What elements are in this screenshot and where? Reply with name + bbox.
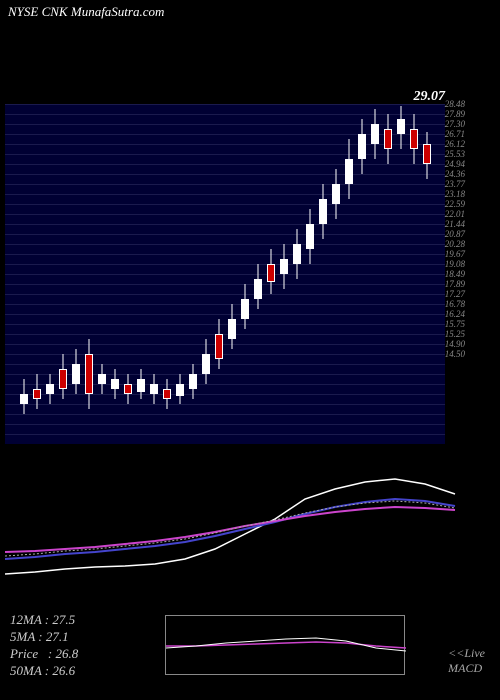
y-tick-label: 17.89 <box>445 279 465 289</box>
y-tick-label: 15.25 <box>445 329 465 339</box>
y-tick-label: 20.87 <box>445 229 465 239</box>
y-tick-label: 27.30 <box>445 119 465 129</box>
y-tick-label: 16.24 <box>445 309 465 319</box>
stat-5ma: 5MA : 27.1 <box>10 629 78 646</box>
chart-header: NYSE CNK MunafaSutra.com <box>0 0 500 24</box>
indicator-svg <box>5 474 465 594</box>
exchange-label: NYSE <box>8 4 38 19</box>
y-tick-label: 16.78 <box>445 299 465 309</box>
indicator-chart <box>5 474 465 594</box>
peak-value-label: 29.07 <box>414 89 446 105</box>
y-tick-label: 27.89 <box>445 109 465 119</box>
y-tick-label: 26.71 <box>445 129 465 139</box>
y-tick-label: 17.27 <box>445 289 465 299</box>
stat-price: Price : 26.8 <box>10 646 78 663</box>
y-tick-label: 14.90 <box>445 339 465 349</box>
y-tick-label: 19.67 <box>445 249 465 259</box>
y-tick-label: 28.48 <box>445 99 465 109</box>
indicator-line-price <box>5 479 455 574</box>
y-tick-label: 23.77 <box>445 179 465 189</box>
y-tick-label: 18.49 <box>445 269 465 279</box>
y-tick-label: 15.75 <box>445 319 465 329</box>
indicator-line-ma_magenta <box>5 507 455 552</box>
macd-svg <box>166 616 406 676</box>
y-tick-label: 23.18 <box>445 189 465 199</box>
y-tick-label: 24.94 <box>445 159 465 169</box>
source-label: MunafaSutra.com <box>71 4 165 19</box>
y-tick-label: 24.36 <box>445 169 465 179</box>
macd-inset <box>165 615 405 675</box>
y-tick-label: 21.44 <box>445 219 465 229</box>
stat-50ma: 50MA : 26.6 <box>10 663 78 680</box>
main-candlestick-chart: 29.07 28.4827.8927.3026.7126.1225.5324.9… <box>5 24 465 444</box>
ticker-label: CNK <box>42 4 68 19</box>
candle-container <box>15 104 445 444</box>
y-tick-label: 22.59 <box>445 199 465 209</box>
y-tick-label: 14.50 <box>445 349 465 359</box>
y-tick-label: 20.28 <box>445 239 465 249</box>
y-tick-label: 22.01 <box>445 209 465 219</box>
stat-12ma: 12MA : 27.5 <box>10 612 78 629</box>
y-tick-label: 19.08 <box>445 259 465 269</box>
y-axis-labels: 28.4827.8927.3026.7126.1225.5324.9424.36… <box>445 99 465 359</box>
y-tick-label: 26.12 <box>445 139 465 149</box>
macd-line-signal <box>166 638 406 651</box>
y-tick-label: 25.53 <box>445 149 465 159</box>
macd-label: <<Live MACD <box>448 646 485 675</box>
stats-panel: 12MA : 27.5 5MA : 27.1 Price : 26.8 50MA… <box>10 612 78 680</box>
